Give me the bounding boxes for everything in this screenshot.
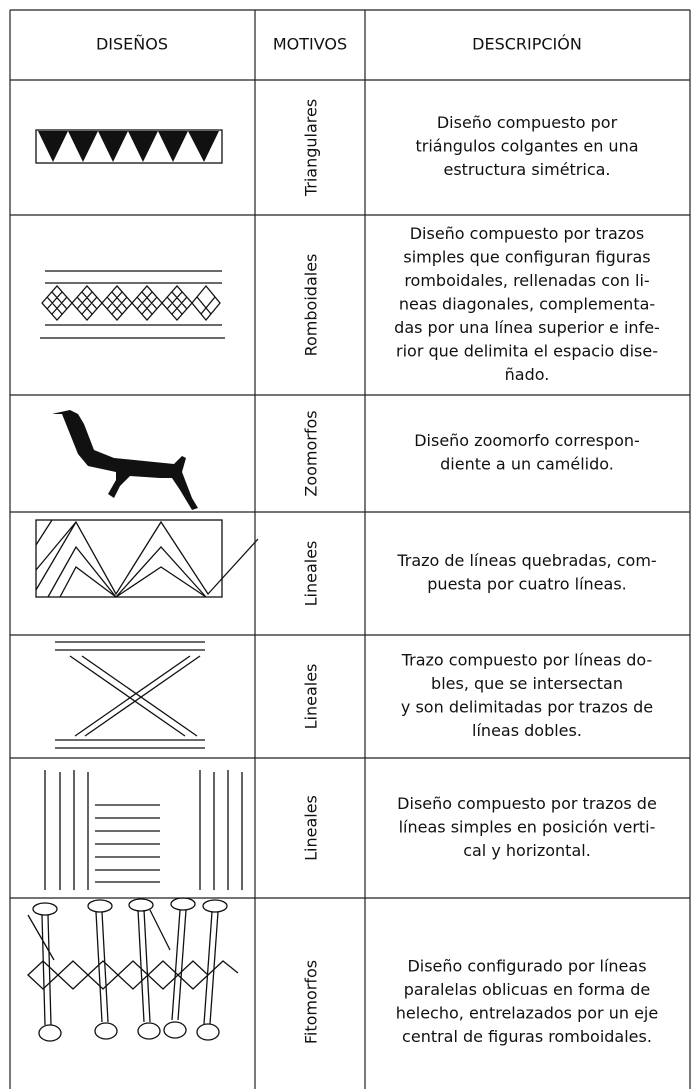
description-line: cal y horizontal. [463, 841, 591, 860]
motivo-cell: Triangulares [302, 99, 321, 197]
motivo-cell: Lineales [302, 541, 321, 607]
description-line: ñado. [505, 365, 550, 384]
drawing-cross [55, 641, 205, 749]
header-cell: DESCRIPCIÓN [472, 35, 582, 54]
table-grid [9, 9, 691, 1089]
drawing-triangles [35, 129, 223, 164]
description-line: rior que delimita el espacio dise- [396, 342, 658, 361]
description-line: Diseño zoomorfo correspon- [414, 431, 640, 450]
drawing-rhombs [40, 270, 225, 339]
description-line: helecho, entrelazados por un eje [396, 1003, 658, 1022]
description-line: Trazo de líneas quebradas, com- [396, 551, 656, 570]
motivo-cell: Romboidales [302, 254, 321, 357]
description-line: bles, que se intersectan [431, 674, 623, 693]
drawing-camelid [52, 410, 198, 510]
description-line: triángulos colgantes en una [415, 137, 638, 156]
description-line: central de figuras romboidales. [402, 1027, 652, 1046]
description-line: puesta por cuatro líneas. [427, 574, 626, 593]
motivo-cell: Lineales [302, 664, 321, 730]
header-cell: DISEÑOS [96, 35, 168, 54]
motivo-cell: Fitomorfos [302, 960, 321, 1044]
description-line: paralelas oblicuas en forma de [404, 980, 651, 999]
description-line: Diseño compuesto por trazos de [397, 794, 657, 813]
description-line: y son delimitadas por trazos de [401, 697, 653, 716]
motivo-cell: Lineales [302, 795, 321, 861]
description-line: Trazo compuesto por líneas do- [401, 650, 653, 669]
description-line: líneas simples en posición verti- [399, 818, 656, 837]
header-cell: MOTIVOS [273, 35, 347, 54]
motivo-cell: Zoomorfos [302, 410, 321, 496]
drawing-fern [27, 897, 239, 1042]
description-line: Diseño configurado por líneas [407, 956, 646, 975]
description-line: diente a un camélido. [440, 454, 614, 473]
drawing-lines [44, 770, 243, 890]
description-line: simples que configuran figuras [403, 248, 650, 267]
description-line: líneas dobles. [472, 721, 582, 740]
description-line: neas diagonales, complementa- [399, 295, 655, 314]
drawing-zigzag [35, 519, 259, 599]
description-line: Diseño compuesto por [437, 113, 618, 132]
description-line: Diseño compuesto por trazos [410, 224, 645, 243]
description-line: romboidales, rellenadas con li- [404, 271, 649, 290]
description-line: estructura simétrica. [443, 160, 610, 179]
description-line: das por una línea superior e infe- [394, 318, 660, 337]
